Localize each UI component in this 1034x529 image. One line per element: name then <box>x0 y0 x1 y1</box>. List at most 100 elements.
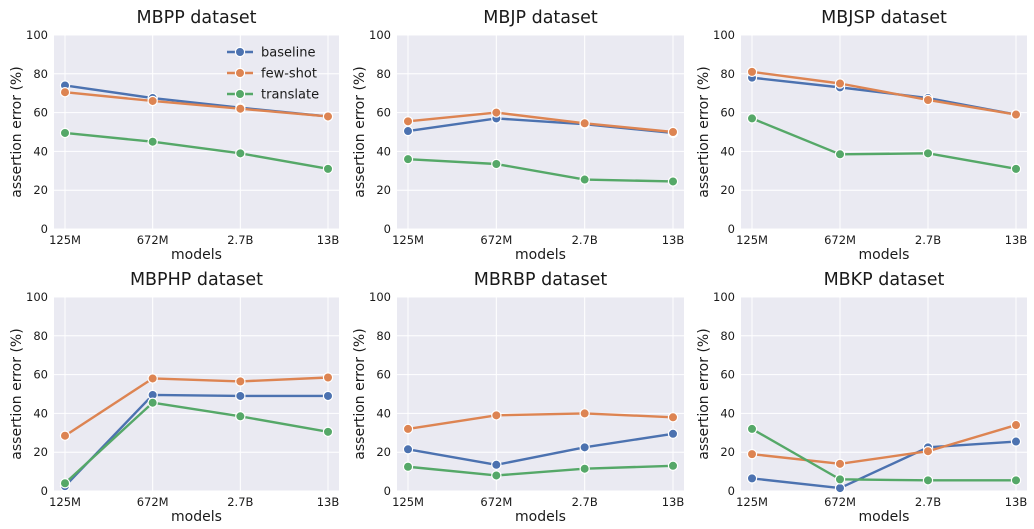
chart-title: MBKP dataset <box>824 270 945 290</box>
series-series-2 <box>746 66 1022 120</box>
data-point <box>235 103 246 114</box>
y-tick-label: 80 <box>720 67 735 81</box>
chart-title: MBRBP dataset <box>474 270 608 290</box>
y-axis-label: assertion error (%) <box>696 328 712 459</box>
y-axis-label: assertion error (%) <box>9 328 25 459</box>
series-series-3 <box>59 397 334 489</box>
data-point <box>746 448 758 460</box>
y-tick-label: 80 <box>376 329 391 343</box>
y-tick-label: 0 <box>384 222 391 236</box>
y-tick-label: 100 <box>26 28 48 42</box>
data-point <box>922 148 934 159</box>
data-point <box>1010 109 1022 120</box>
y-tick-label: 60 <box>720 368 735 382</box>
chart-title: MBPHP dataset <box>130 270 263 290</box>
series-line <box>407 412 674 431</box>
x-tick-label: 125M <box>49 495 81 509</box>
data-point <box>746 423 758 435</box>
data-point <box>746 473 758 484</box>
data-point <box>834 474 846 485</box>
x-tick-label: 672M <box>824 495 856 509</box>
data-point <box>922 94 934 106</box>
series-series-2 <box>402 408 679 435</box>
legend-label: translate <box>261 88 319 103</box>
y-tick-label: 40 <box>720 144 735 158</box>
y-tick-label: 100 <box>369 290 391 304</box>
y-tick-label: 40 <box>33 406 48 420</box>
legend-marker <box>234 67 246 79</box>
data-point <box>491 107 502 118</box>
data-point <box>667 126 679 138</box>
data-point <box>322 163 334 175</box>
data-point <box>235 376 246 387</box>
x-tick-label: 125M <box>736 495 768 509</box>
series-series-2 <box>59 372 334 441</box>
chart-panel-1: 0 20 40 60 80 100 125M 672M 2.7B 13B MBPP dataset m… <box>9 8 339 263</box>
x-axis-label: models <box>171 247 222 263</box>
legend-label: baseline <box>261 46 315 61</box>
y-tick-label: 0 <box>728 484 735 498</box>
series-line <box>64 393 328 487</box>
data-point <box>402 125 414 137</box>
series-series-3 <box>402 153 679 187</box>
data-point <box>59 127 71 139</box>
y-tick-label: 20 <box>33 183 48 197</box>
plot-area <box>54 297 339 491</box>
x-tick-label: 125M <box>736 233 768 247</box>
y-tick-label: 20 <box>720 445 735 459</box>
x-tick-label: 125M <box>49 233 81 247</box>
y-tick-label: 60 <box>376 368 391 382</box>
x-tick-label: 13B <box>662 495 685 509</box>
data-point <box>834 458 846 470</box>
x-axis-label: models <box>859 509 910 525</box>
y-tick-label: 80 <box>33 67 48 81</box>
series-line <box>407 432 674 467</box>
series-line <box>64 131 329 171</box>
series-line <box>751 70 1017 116</box>
x-tick-label: 13B <box>317 495 340 509</box>
legend-marker <box>234 88 246 100</box>
y-axis-label: assertion error (%) <box>352 328 368 459</box>
data-point <box>235 390 246 402</box>
data-point <box>402 116 414 127</box>
data-point <box>579 442 590 453</box>
data-point <box>402 461 414 472</box>
data-point <box>147 397 158 408</box>
y-tick-label: 20 <box>376 445 391 459</box>
series-line <box>751 117 1017 171</box>
data-point <box>579 408 590 419</box>
x-tick-label: 2.7B <box>915 233 941 247</box>
y-tick-label: 20 <box>33 445 48 459</box>
y-axis-label: assertion error (%) <box>9 66 25 197</box>
x-axis-label: models <box>515 509 566 525</box>
x-tick-label: 672M <box>137 495 169 509</box>
data-point <box>834 149 846 160</box>
x-tick-label: 13B <box>1005 495 1028 509</box>
series-line <box>751 423 1017 466</box>
chart-panel-2: 0 20 40 60 80 100 125M 672M 2.7B 13B MBJP dataset m… <box>352 8 684 263</box>
plot-area <box>54 35 339 229</box>
chart-title: MBJP dataset <box>483 8 598 28</box>
y-tick-label: 100 <box>713 28 735 42</box>
data-point <box>1010 419 1022 431</box>
y-tick-label: 40 <box>376 406 391 420</box>
y-tick-label: 0 <box>384 484 391 498</box>
data-point <box>59 87 71 98</box>
x-tick-label: 2.7B <box>227 233 253 247</box>
data-point <box>579 118 590 129</box>
data-point <box>491 158 502 170</box>
data-point <box>491 410 502 421</box>
series-line <box>64 401 329 485</box>
data-point <box>147 136 158 147</box>
data-point <box>834 78 846 89</box>
data-point <box>579 174 590 185</box>
x-axis-label: models <box>859 247 910 263</box>
y-tick-label: 40 <box>376 144 391 158</box>
data-point <box>1010 475 1022 486</box>
series-line <box>751 427 1016 482</box>
plot-area <box>741 297 1027 491</box>
x-tick-label: 125M <box>392 495 424 509</box>
plot-area <box>397 297 684 491</box>
series-series-3 <box>746 113 1022 175</box>
